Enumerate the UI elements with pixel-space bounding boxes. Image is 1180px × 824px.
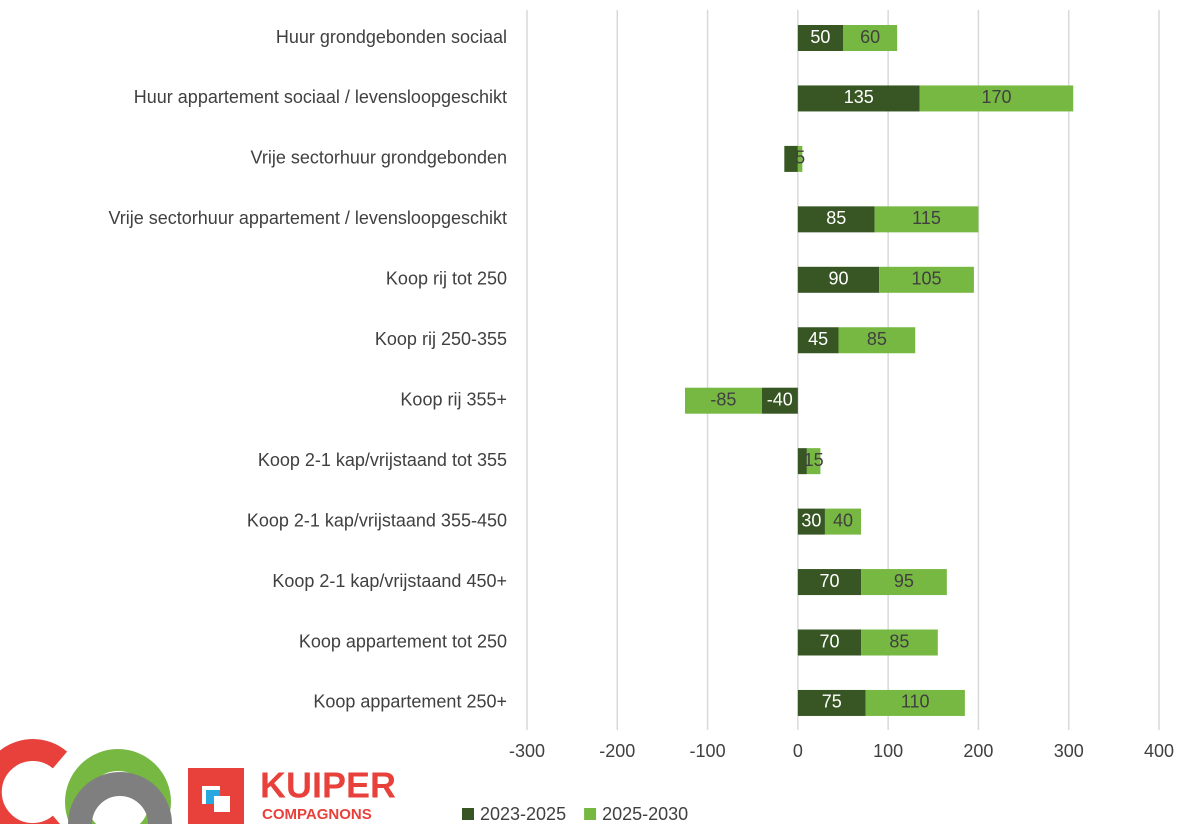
legend-label: 2023-2025	[480, 804, 566, 824]
x-tick-label: 100	[873, 741, 903, 761]
logo-subtitle: COMPAGNONS	[262, 806, 372, 823]
bar-segment	[797, 569, 862, 596]
bar-segment	[824, 508, 862, 535]
logo-arc	[0, 739, 68, 824]
bar-segment	[797, 266, 880, 293]
bar-segment	[879, 266, 974, 293]
x-tick-label: 400	[1144, 741, 1174, 761]
x-tick-label: 0	[793, 741, 803, 761]
category-label: Koop appartement 250+	[313, 692, 507, 712]
bar-segment	[797, 629, 862, 656]
value-label: 70	[819, 571, 839, 591]
category-label: Koop 2-1 kap/vrijstaand 450+	[272, 571, 507, 591]
logo-name: KUIPER	[260, 765, 396, 806]
bar-segment	[797, 448, 807, 475]
bar-segment	[761, 387, 798, 414]
value-label: 70	[819, 631, 839, 651]
category-label: Vrije sectorhuur appartement / levensloo…	[108, 208, 507, 228]
value-label: 85	[826, 208, 846, 228]
bar-segment	[843, 25, 898, 51]
bar-segment	[806, 448, 821, 475]
logo-square	[214, 796, 230, 812]
value-label: 75	[822, 692, 842, 712]
value-label: 30	[801, 510, 821, 530]
bar-segment	[797, 85, 920, 112]
value-label: 45	[808, 329, 828, 349]
value-label: 105	[911, 269, 941, 289]
value-label: 40	[833, 510, 853, 530]
x-tick-label: 300	[1054, 741, 1084, 761]
value-label: 135	[844, 87, 874, 107]
legend-swatch	[584, 808, 597, 820]
bar-segment	[797, 508, 825, 535]
category-label: Koop rij 355+	[400, 389, 507, 409]
x-tick-label: -300	[509, 741, 545, 761]
x-tick-label: 200	[963, 741, 993, 761]
legend-swatch	[462, 808, 474, 820]
bar-segment	[784, 145, 798, 172]
logo-kuiper: KUIPER COMPAGNONS	[188, 765, 396, 824]
bar-segment	[838, 327, 916, 354]
value-label: 95	[894, 571, 914, 591]
value-label: -85	[710, 389, 736, 409]
value-label: 110	[901, 692, 930, 712]
value-label: 115	[912, 208, 941, 228]
bar-segment	[685, 387, 762, 414]
category-label: Koop 2-1 kap/vrijstaand tot 355	[258, 450, 507, 470]
bar-segment	[797, 689, 866, 716]
value-label: 60	[860, 27, 880, 47]
category-label: Huur appartement sociaal / levensloopges…	[134, 87, 507, 107]
category-label: Koop rij 250-355	[375, 329, 507, 349]
value-label: 85	[889, 631, 909, 651]
bar-segment	[919, 85, 1074, 112]
category-label: Koop 2-1 kap/vrijstaand 355-450	[247, 510, 507, 530]
value-label: -40	[767, 389, 793, 409]
x-tick-label: -200	[599, 741, 635, 761]
bar-segment	[861, 629, 938, 656]
bar-segment	[874, 206, 979, 233]
category-label: Koop appartement tot 250	[299, 631, 507, 651]
category-label: Huur grondgebonden sociaal	[276, 27, 507, 47]
bar-segment	[797, 327, 839, 354]
category-label: Vrije sectorhuur grondgebonden	[250, 148, 507, 168]
bar-segment	[797, 206, 875, 233]
category-label: Koop rij tot 250	[386, 269, 507, 289]
bar-segment	[865, 689, 965, 716]
value-label: 5	[795, 148, 805, 168]
value-label: 170	[981, 87, 1011, 107]
bar-segment	[861, 569, 947, 596]
bar-segment	[797, 145, 803, 172]
legend-label: 2025-2030	[602, 804, 688, 824]
x-tick-label: -100	[690, 741, 726, 761]
bar-segment	[797, 25, 843, 51]
value-label: 90	[828, 269, 848, 289]
value-label: 50	[810, 27, 830, 47]
value-label: 15	[804, 450, 824, 470]
value-label: 85	[867, 329, 887, 349]
logo-co	[0, 739, 172, 824]
logo-ring	[68, 772, 172, 824]
